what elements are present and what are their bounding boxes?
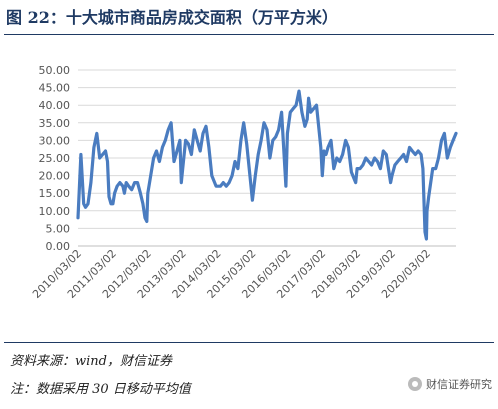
watermark-text: 财信证券研究 bbox=[426, 378, 492, 391]
x-axis-tick-labels: 2010/03/022011/03/022012/03/022013/03/02… bbox=[30, 247, 433, 301]
gridlines bbox=[78, 69, 456, 229]
y-tick-label: 10.00 bbox=[39, 205, 71, 218]
data-note: 注：数据采用 30 日移动平均值 bbox=[10, 382, 191, 397]
y-tick-label: 20.00 bbox=[39, 170, 71, 183]
series-line-area bbox=[76, 89, 458, 241]
line-chart: 0.00 5.00 10.00 15.00 20.00 25.00 30.00 35.00 40… bbox=[30, 64, 458, 301]
y-tick-label: 30.00 bbox=[39, 134, 71, 147]
title-rule bbox=[4, 34, 494, 35]
y-tick-label: 40.00 bbox=[39, 99, 71, 112]
footer-rule bbox=[4, 342, 494, 343]
wechat-icon bbox=[408, 377, 422, 391]
y-tick-label: 35.00 bbox=[39, 117, 71, 130]
y-tick-label: 45.00 bbox=[39, 82, 71, 95]
y-tick-label: 15.00 bbox=[39, 187, 71, 200]
figure-title: 图 22：十大城市商品房成交面积（万平方米） bbox=[6, 8, 338, 27]
y-axis-tick-labels: 0.00 5.00 10.00 15.00 20.00 25.00 30.00 35.00 40… bbox=[39, 64, 71, 253]
watermark: 财信证券研究 bbox=[408, 376, 492, 392]
y-tick-label: 0.00 bbox=[46, 240, 71, 253]
source-note: 资料来源：wind，财信证券 bbox=[10, 354, 172, 369]
y-tick-label: 50.00 bbox=[39, 64, 71, 77]
y-tick-label: 5.00 bbox=[46, 222, 71, 235]
y-tick-label: 25.00 bbox=[39, 152, 71, 165]
